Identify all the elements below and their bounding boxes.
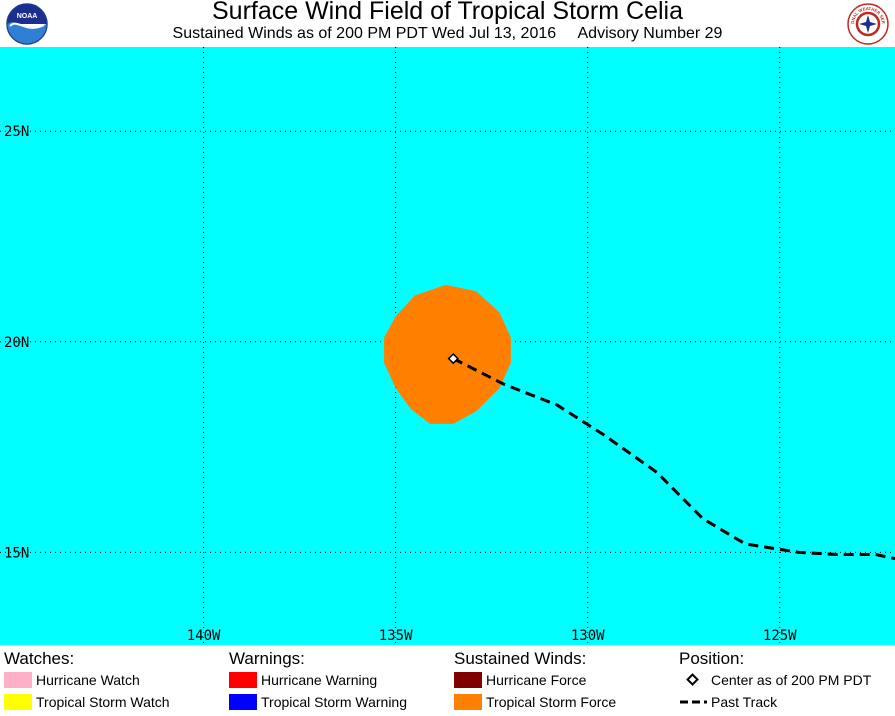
subtitle-advisory-number: Advisory Number 29 <box>577 25 723 42</box>
legend-watches-heading: Watches: <box>4 649 75 668</box>
tropical-storm-force-wind-field <box>384 284 511 424</box>
legend-position-heading: Position: <box>679 649 745 668</box>
legend-item-label: Tropical Storm Warning <box>261 694 408 710</box>
longitude-label: 135W <box>379 628 413 644</box>
latitude-label: 15N <box>4 545 29 561</box>
nws-logo-icon: NATIONAL WEATHER SERVICE <box>847 3 889 45</box>
tropical-storm-watch-swatch <box>4 694 32 710</box>
hurricane-watch-swatch <box>4 672 32 688</box>
legend-item-label: Hurricane Watch <box>36 672 140 688</box>
legend-item-label: Hurricane Warning <box>261 672 378 688</box>
map-title: Surface Wind Field of Tropical Storm Cel… <box>211 0 683 25</box>
longitude-label: 130W <box>571 628 605 644</box>
legend-item-label: Hurricane Force <box>486 672 587 688</box>
hurricane-force-swatch <box>454 672 482 688</box>
subtitle-issue-time: Sustained Winds as of 200 PM PDT Wed Jul… <box>172 25 557 42</box>
header: NOAA Surface Wind Field of Tropical Stor… <box>0 0 895 47</box>
legend-item-label: Past Track <box>711 694 778 710</box>
tropical-storm-warning-swatch <box>229 694 257 710</box>
noaa-logo-icon: NOAA <box>6 3 48 45</box>
latitude-label: 20N <box>4 335 29 351</box>
diamond-icon <box>686 673 699 686</box>
longitude-label: 140W <box>187 628 221 644</box>
noaa-logo-text: NOAA <box>17 13 38 20</box>
legend-item-label: Tropical Storm Watch <box>36 694 170 710</box>
past-track-line <box>452 357 895 561</box>
wind-field-map: 25N 20N 15N 140W 135W 130W 125W <box>0 47 895 645</box>
legend-warnings-heading: Warnings: <box>229 649 305 668</box>
graticule <box>0 47 895 645</box>
hurricane-warning-swatch <box>229 672 257 688</box>
dashed-line-icon <box>680 700 707 704</box>
legend: Watches: Hurricane Watch Tropical Storm … <box>0 645 895 716</box>
latitude-label: 25N <box>4 124 29 140</box>
legend-item-label: Center as of 200 PM PDT <box>711 672 872 688</box>
graticule-labels: 25N 20N 15N 140W 135W 130W 125W <box>4 124 797 644</box>
storm-center-marker <box>447 352 459 365</box>
map-subtitle: Sustained Winds as of 200 PM PDT Wed Jul… <box>0 24 895 44</box>
legend-winds-heading: Sustained Winds: <box>454 649 587 668</box>
legend-item-label: Tropical Storm Force <box>486 694 617 710</box>
longitude-label: 125W <box>763 628 797 644</box>
tropical-storm-force-swatch <box>454 694 482 710</box>
